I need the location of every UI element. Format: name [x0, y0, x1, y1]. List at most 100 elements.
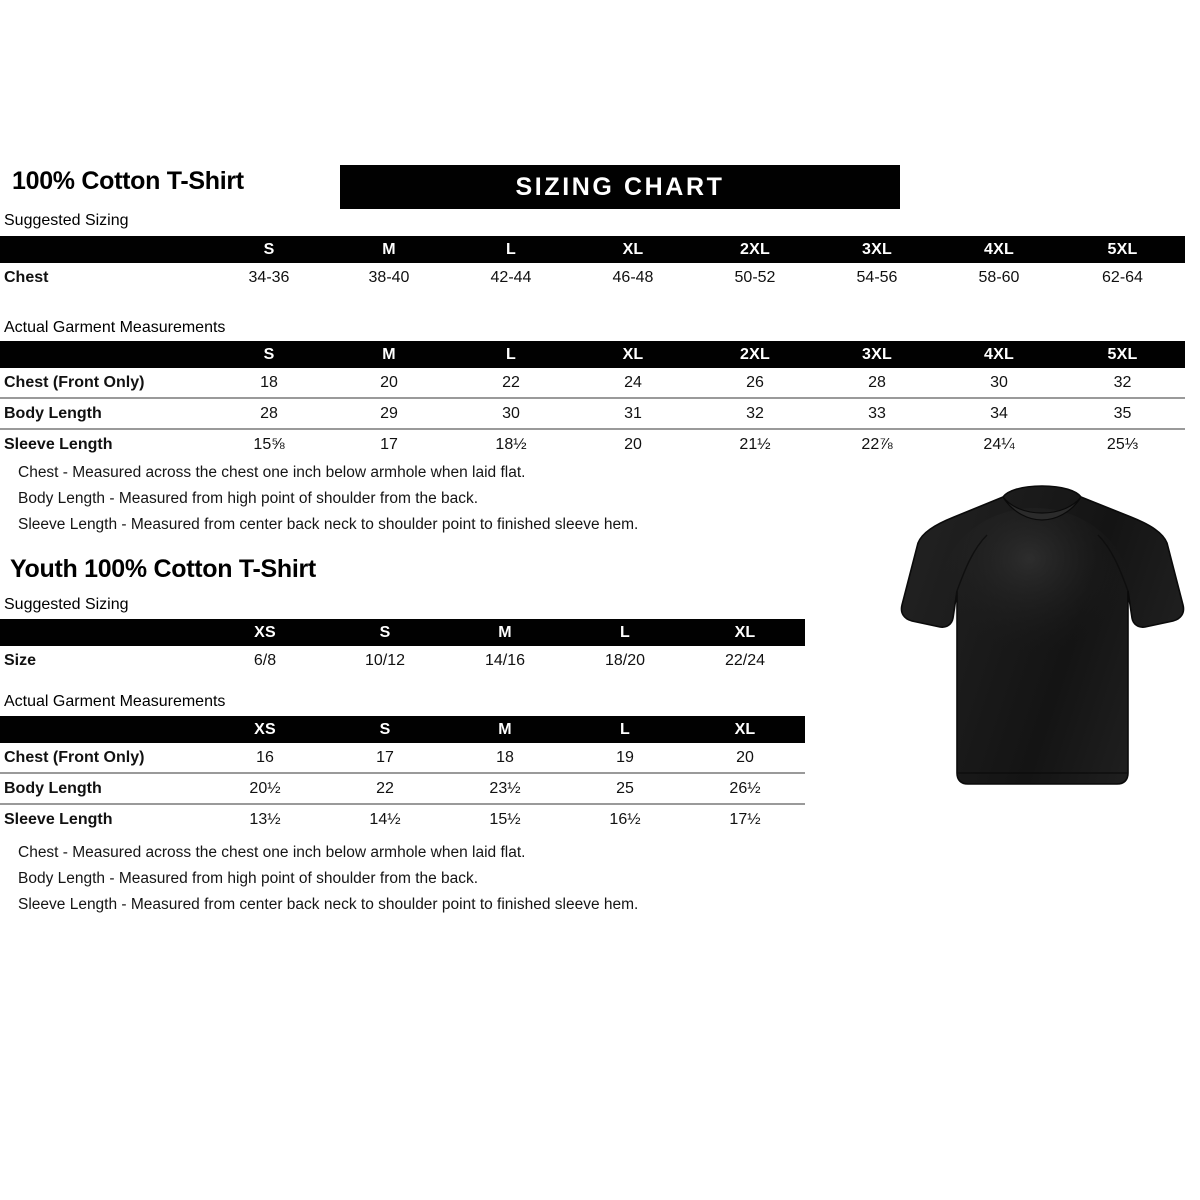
youth-suggested-sizing-caption: Suggested Sizing	[4, 596, 129, 613]
column-header-m: M	[445, 619, 565, 646]
column-header-xl: XL	[572, 341, 694, 368]
row-label-chest-front-only: Chest (Front Only)	[4, 748, 145, 766]
column-header-3xl: 3XL	[816, 236, 938, 263]
row-label-body-length: Body Length	[0, 772, 205, 804]
sizing-chart-banner-label: SIZING CHART	[515, 173, 725, 201]
cell-chest-front-xs: 16	[256, 748, 274, 766]
column-header-l: L	[565, 619, 685, 646]
row-label-sleeve-length: Sleeve Length	[0, 428, 210, 459]
cell-sleeve-length-s: 15⅝	[210, 428, 328, 459]
column-header-2xl: 2XL	[694, 236, 816, 263]
adult-suggested-sizing-caption: Suggested Sizing	[4, 212, 129, 229]
column-header-label	[0, 716, 205, 743]
cell-sleeve-length-3xl: 22⅞	[816, 428, 938, 459]
youth-actual-measurements-table: XS S M L XL Chest (Front Only) 16 17 18 …	[0, 716, 805, 834]
cell-chest-front-m: 18	[496, 748, 514, 766]
column-header-4xl: 4XL	[938, 236, 1060, 263]
cell-body-length-m: 23½	[445, 772, 565, 804]
column-header-xl: XL	[685, 619, 805, 646]
column-header-5xl: 5XL	[1060, 236, 1185, 263]
note-body-length: Body Length - Measured from high point o…	[18, 870, 479, 887]
cell-sleeve-length-m: 17	[328, 428, 450, 459]
column-header-4xl: 4XL	[938, 341, 1060, 368]
cell-chest-front-3xl: 28	[868, 373, 886, 391]
column-header-5xl: 5XL	[1060, 341, 1185, 368]
adult-suggested-sizing-table: S M L XL 2XL 3XL 4XL 5XL Chest 34-36 38-…	[0, 236, 1185, 292]
cell-chest-s: 34-36	[248, 268, 290, 286]
row-label-chest: Chest	[4, 268, 49, 286]
column-header-l: L	[450, 236, 572, 263]
table-row: Chest (Front Only) 18 20 22 24 26 28 30 …	[0, 368, 1185, 398]
cell-sleeve-length-xl: 17½	[685, 803, 805, 834]
cell-body-length-s: 22	[325, 772, 445, 804]
column-header-m: M	[328, 341, 450, 368]
cell-body-length-xs: 20½	[205, 772, 325, 804]
cell-size-l: 18/20	[604, 651, 646, 669]
column-header-label	[0, 236, 210, 263]
cell-chest-front-l: 19	[616, 748, 634, 766]
cell-chest-front-2xl: 26	[746, 373, 764, 391]
row-label-body-length: Body Length	[0, 397, 210, 429]
adult-title-row: 100% Cotton T-Shirt SIZING CHART	[12, 164, 1188, 210]
cell-chest-2xl: 50-52	[734, 268, 776, 286]
youth-suggested-sizing-table: XS S M L XL Size 6/8 10/12 14/16 18/20 2…	[0, 619, 805, 675]
table-row: Sleeve Length 13½ 14½ 15½ 16½ 17½	[0, 803, 805, 834]
cell-chest-5xl: 62-64	[1102, 268, 1143, 286]
column-header-xl: XL	[685, 716, 805, 743]
column-header-m: M	[445, 716, 565, 743]
cell-chest-4xl: 58-60	[978, 268, 1020, 286]
table-row: Size 6/8 10/12 14/16 18/20 22/24	[0, 646, 805, 675]
cell-chest-front-l: 22	[502, 373, 520, 391]
note-sleeve-length: Sleeve Length - Measured from center bac…	[18, 896, 639, 913]
table-row: Chest (Front Only) 16 17 18 19 20	[0, 743, 805, 773]
note-body-length: Body Length - Measured from high point o…	[18, 490, 479, 507]
row-label-chest-front-only: Chest (Front Only)	[4, 373, 145, 391]
cell-chest-front-5xl: 32	[1113, 373, 1132, 391]
cell-chest-3xl: 54-56	[856, 268, 898, 286]
cell-sleeve-length-5xl: 25⅓	[1060, 428, 1185, 459]
column-header-xl: XL	[572, 236, 694, 263]
row-label-size: Size	[4, 651, 37, 669]
cell-chest-m: 38-40	[368, 268, 410, 286]
cell-size-xs: 6/8	[253, 651, 277, 669]
column-header-xs: XS	[205, 716, 325, 743]
table-row: Body Length 20½ 22 23½ 25 26½	[0, 772, 805, 804]
cell-chest-front-s: 18	[260, 373, 278, 391]
table-header-row: S M L XL 2XL 3XL 4XL 5XL	[0, 341, 1185, 368]
adult-actual-measurements-table: S M L XL 2XL 3XL 4XL 5XL Chest (Front On…	[0, 341, 1185, 459]
page-title: 100% Cotton T-Shirt	[12, 167, 244, 195]
cell-body-length-l: 25	[565, 772, 685, 804]
sizing-chart-banner: SIZING CHART	[340, 165, 900, 209]
column-header-s: S	[325, 716, 445, 743]
cell-sleeve-length-m: 15½	[445, 803, 565, 834]
column-header-s: S	[325, 619, 445, 646]
note-chest: Chest - Measured across the chest one in…	[18, 464, 526, 481]
adult-actual-measurements-caption: Actual Garment Measurements	[4, 319, 226, 336]
column-header-m: M	[328, 236, 450, 263]
cell-body-length-xl: 26½	[685, 772, 805, 804]
note-sleeve-length: Sleeve Length - Measured from center bac…	[18, 516, 639, 533]
cell-body-length-s: 28	[210, 397, 328, 429]
column-header-s: S	[210, 236, 328, 263]
cell-sleeve-length-4xl: 24¼	[938, 428, 1060, 459]
column-header-xs: XS	[205, 619, 325, 646]
cell-size-m: 14/16	[484, 651, 526, 669]
note-chest: Chest - Measured across the chest one in…	[18, 844, 526, 861]
black-tshirt-photo	[900, 485, 1185, 785]
cell-size-xl: 22/24	[724, 651, 766, 669]
cell-chest-front-s: 17	[376, 748, 394, 766]
table-header-row: S M L XL 2XL 3XL 4XL 5XL	[0, 236, 1185, 263]
cell-body-length-2xl: 32	[694, 397, 816, 429]
column-header-l: L	[565, 716, 685, 743]
cell-body-length-l: 30	[450, 397, 572, 429]
column-header-l: L	[450, 341, 572, 368]
cell-sleeve-length-s: 14½	[325, 803, 445, 834]
cell-size-s: 10/12	[364, 651, 406, 669]
column-header-3xl: 3XL	[816, 341, 938, 368]
cell-chest-front-xl: 24	[624, 373, 642, 391]
cell-body-length-m: 29	[328, 397, 450, 429]
cell-chest-front-xl: 20	[736, 748, 754, 766]
cell-body-length-3xl: 33	[816, 397, 938, 429]
table-header-row: XS S M L XL	[0, 716, 805, 743]
